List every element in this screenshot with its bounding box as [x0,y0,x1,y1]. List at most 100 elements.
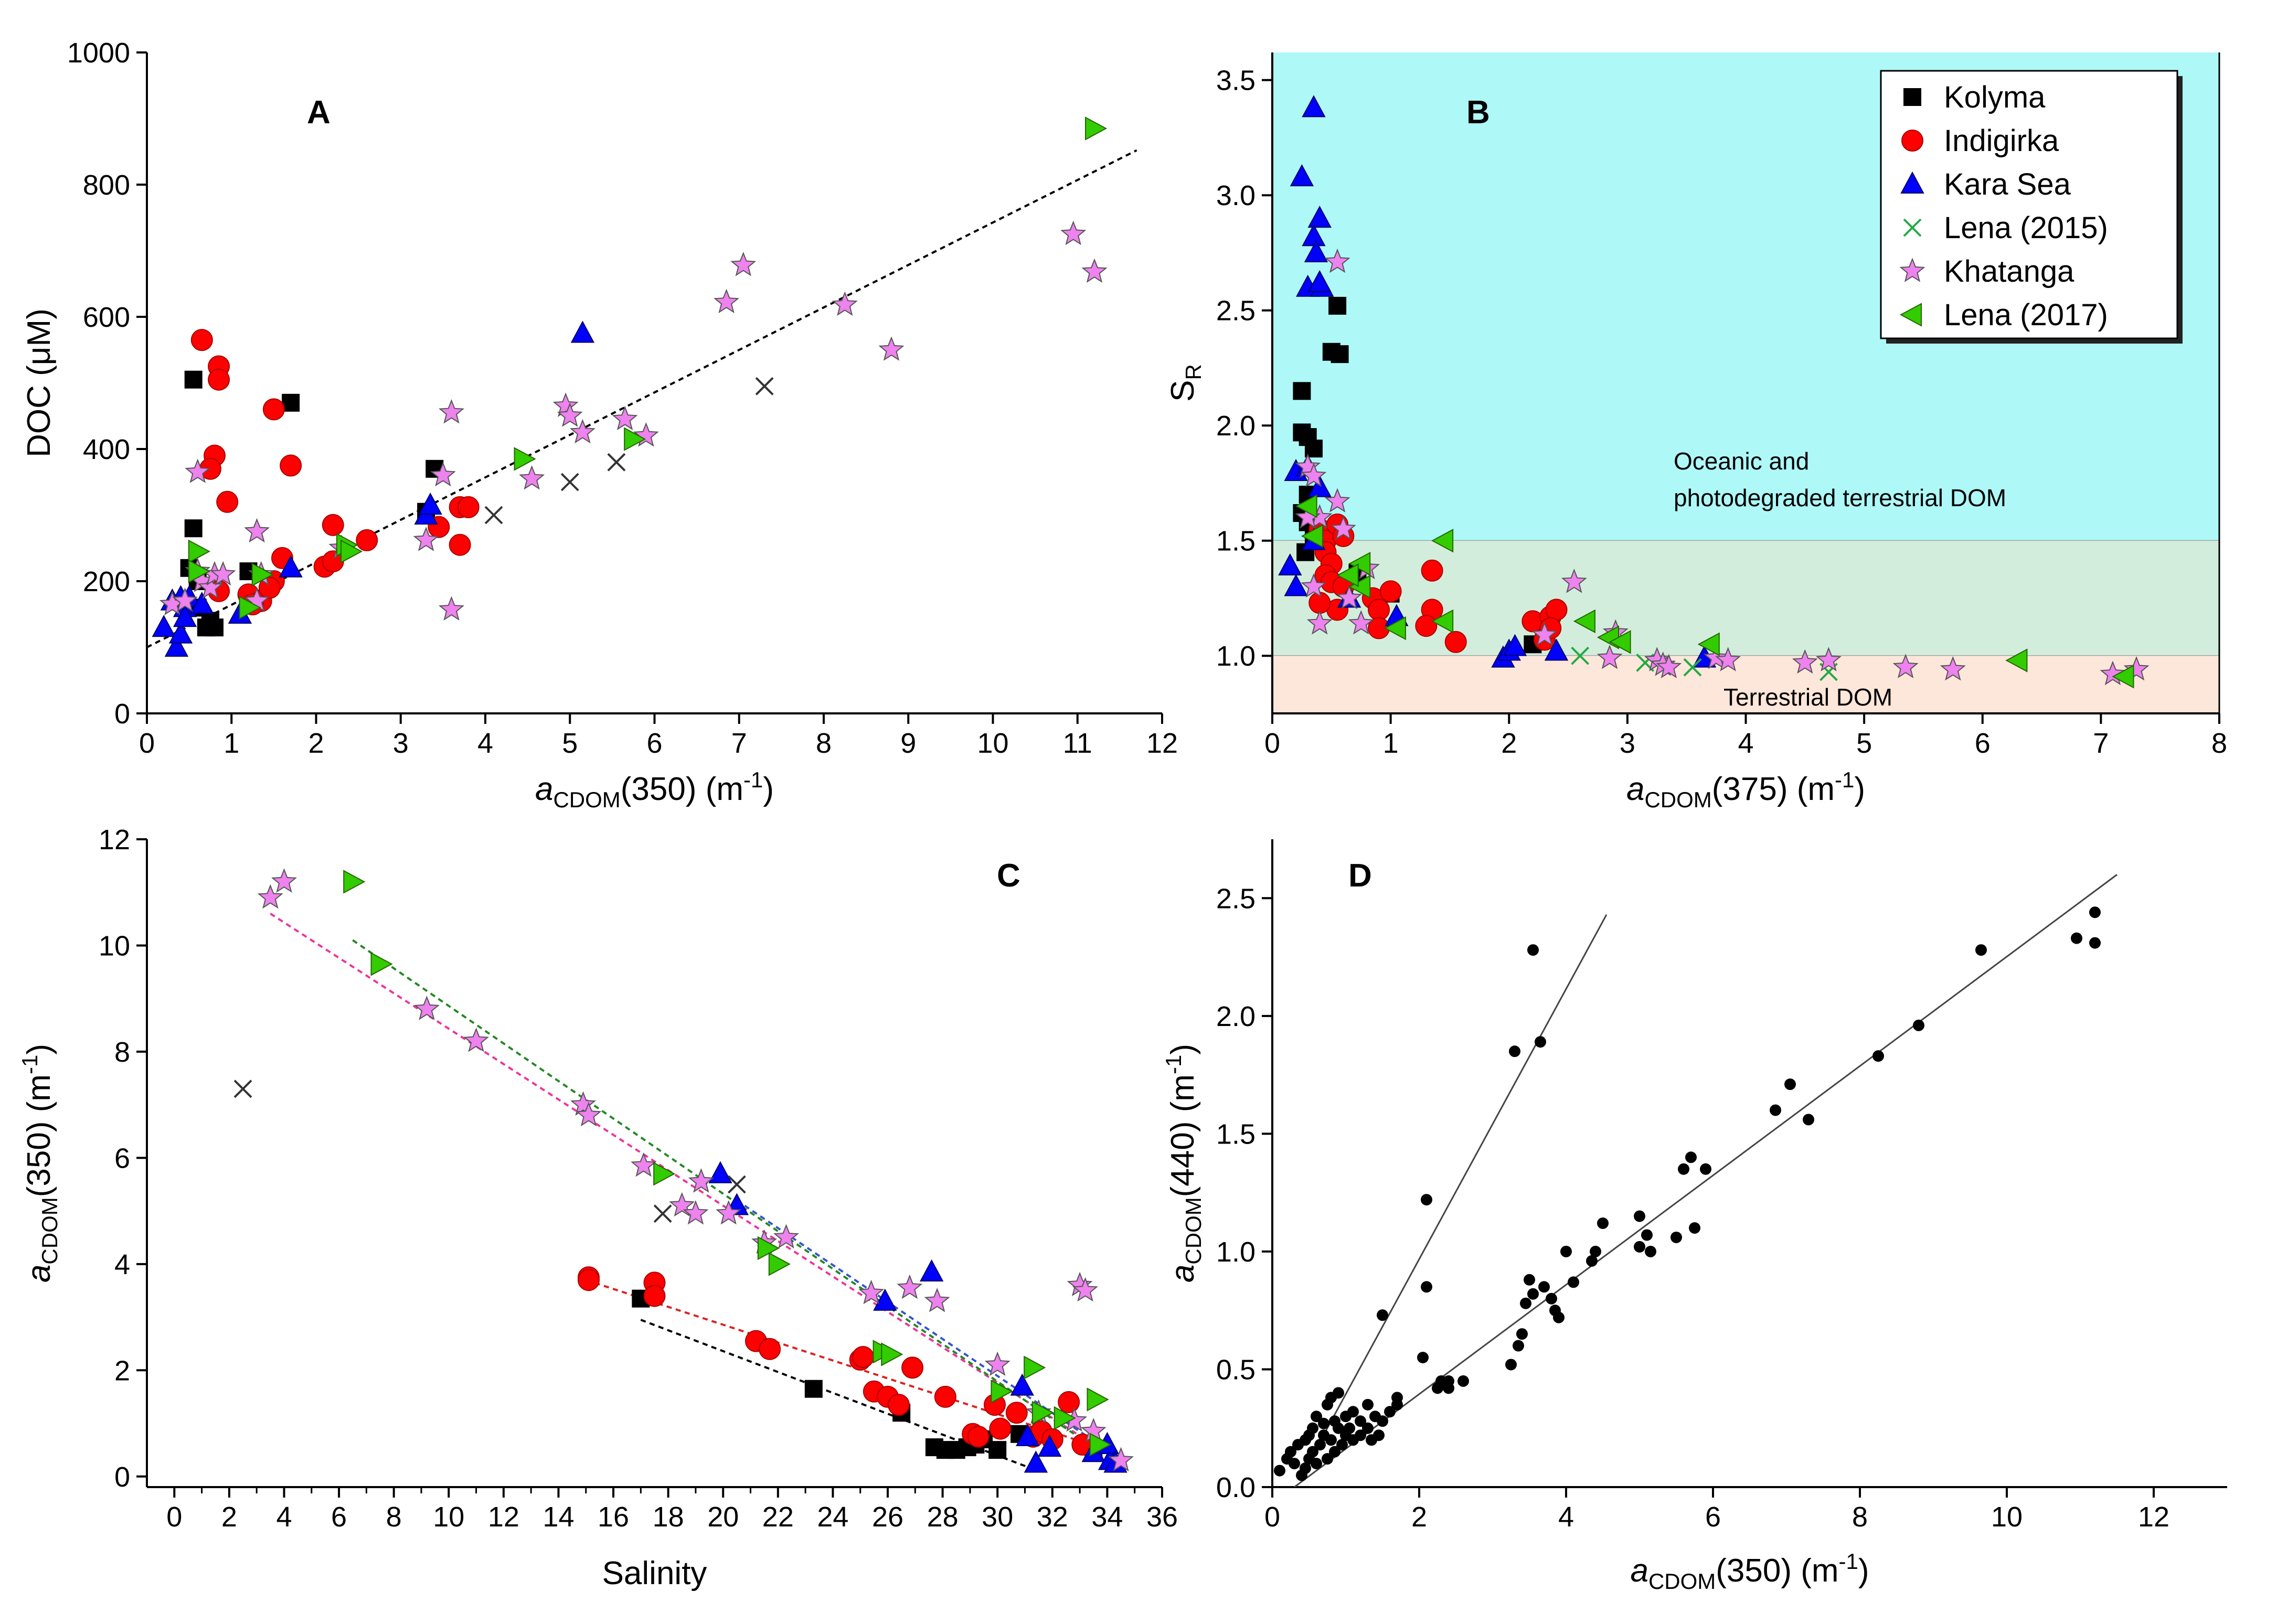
x-tick-label: 1 [224,728,239,759]
data-point [1913,1019,1924,1031]
data-point [1391,1392,1403,1404]
data-point [1293,382,1311,400]
data-point [2123,656,2150,681]
x-tick-label: 6 [1975,728,1991,759]
x-tick-label: 20 [707,1501,739,1533]
data-point [1284,574,1308,596]
x-tick-label: 28 [927,1501,959,1533]
data-point [858,1279,885,1305]
y-tick-label: 2 [114,1355,130,1386]
data-point [1362,1398,1374,1411]
data-point [832,291,858,316]
data-point [757,1236,780,1260]
data-point [1108,1447,1134,1472]
data-point [653,1204,672,1223]
data-point [1527,944,1539,956]
data-point [172,587,198,612]
data-point [1678,1163,1689,1175]
x-tick-label: 26 [872,1501,903,1533]
x-axis-label: aCDOM(350) (m-1) [1630,1549,1869,1594]
data-point [1715,647,1741,671]
x-tick-label: 3 [393,728,409,759]
data-point [1301,524,1323,548]
data-point [262,398,285,421]
data-point [1689,1222,1700,1234]
legend-label: Kara Sea [1944,167,2071,201]
data-point [2005,648,2028,672]
x-tick-label: 2 [1501,728,1517,759]
data-point [1328,296,1347,315]
series-lena-2015-a-c [484,377,774,525]
data-point [1330,516,1356,540]
data-point [1700,1163,1711,1175]
data-point [633,422,659,447]
series-lena-2017- [1295,494,2134,689]
data-point [1561,569,1587,593]
data-point [1355,1429,1366,1441]
data-point [759,1338,781,1360]
region-label-terrestrial: Terrestrial DOM [1723,683,1892,711]
legend-box [1880,70,2178,339]
data-point [1516,1328,1528,1340]
y-tick-label: 0 [114,1461,130,1493]
data-point [1348,551,1371,576]
fit-line [147,149,1137,648]
x-tick-label: 1 [1383,728,1399,759]
y-tick-label: 8 [114,1037,130,1068]
series-all [1274,906,2101,1481]
data-point [1307,475,1332,497]
data-point [1333,1387,1344,1399]
panel-C: 0 2 4 6 8 10 12 14 16 18 20 22 24 26 28 30 32 34 360246810… [17,824,1178,1591]
data-point [1301,463,1327,487]
data-point [279,555,303,578]
data-point [1324,248,1350,273]
data-point [1586,1255,1598,1267]
data-point [173,605,197,627]
x-axis-label: aCDOM(375) (m-1) [1626,767,1865,812]
data-point [1306,610,1333,635]
panel-A: 0 1 2 3 4 5 6 7 8 9 10 11 1202004006008001000AaCDOM(… [21,37,1178,812]
data-point [1685,1151,1697,1163]
legend-label: Lena (2017) [1944,298,2108,332]
data-point [1520,1297,1531,1309]
data-point [449,533,471,556]
data-point [239,595,261,620]
y-tick-label: 200 [83,566,130,597]
data-point [430,462,456,487]
data-point [1058,1391,1080,1414]
data-point [897,1274,923,1299]
y-tick-label: 1000 [67,37,130,69]
data-point [1325,1434,1337,1446]
data-point [1300,1462,1311,1475]
data-point [1892,654,1919,679]
data-point [1634,1210,1645,1222]
legend-marker [1899,258,1925,282]
data-point [1417,1352,1429,1363]
panel-letter: C [997,858,1020,894]
data-point [804,1380,823,1398]
data-point [934,1385,956,1408]
data-point [560,473,579,492]
data-point [414,996,440,1020]
data-point [206,618,224,637]
x-tick-label: 12 [488,1501,519,1533]
data-point [2100,660,2126,686]
data-point [439,596,464,621]
region-terrestrial-region [1272,656,2219,713]
data-point [184,370,203,389]
data-point [439,399,464,424]
x-tick-label: 9 [900,728,916,759]
data-point [1355,1415,1366,1427]
data-point [1024,1450,1048,1473]
data-point [887,1394,910,1416]
fit-line [1294,874,2118,1487]
data-point [1535,1036,1546,1048]
data-point [1295,494,1317,518]
data-point [341,539,363,563]
series-indigirka [577,1266,1094,1456]
data-point [1348,610,1374,635]
y-tick-label: 3.0 [1216,180,1255,211]
x-tick-label: 30 [982,1501,1013,1533]
x-tick-label: 5 [1856,728,1872,759]
